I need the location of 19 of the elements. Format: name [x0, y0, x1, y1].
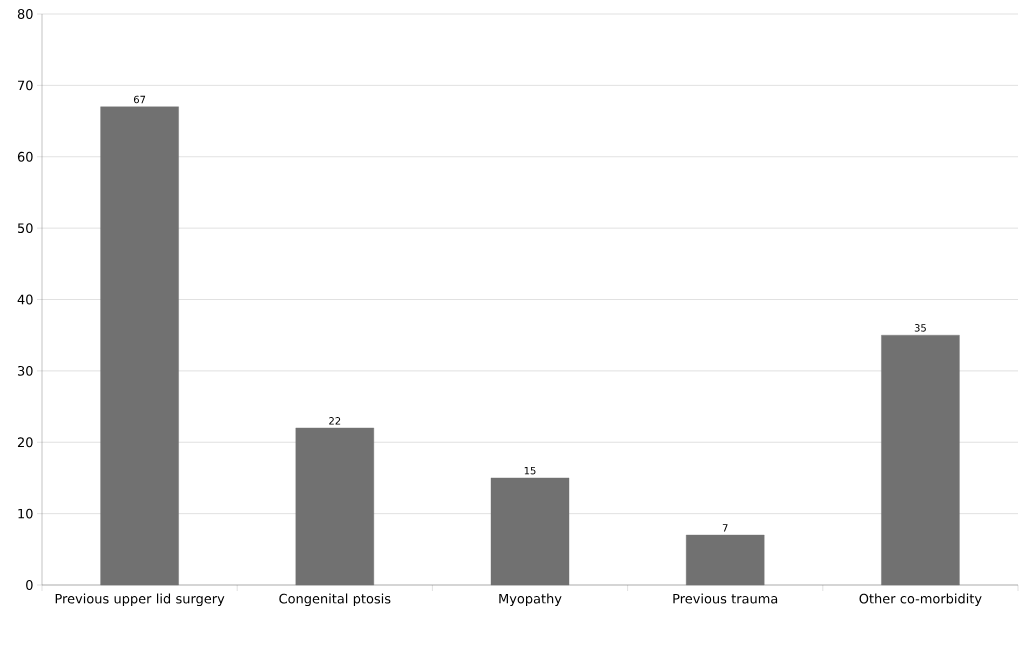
- x-tick-label: Congenital ptosis: [279, 593, 391, 607]
- data-label: 15: [524, 467, 536, 475]
- data-label: 67: [133, 95, 146, 104]
- x-tick-label: Previous trauma: [673, 593, 778, 604]
- y-tick-label: 0: [26, 580, 33, 590]
- y-tick-label: 40: [17, 294, 33, 305]
- data-label: 7: [722, 524, 728, 532]
- y-tick-label: 70: [18, 80, 33, 91]
- data-label: 35: [914, 324, 926, 332]
- y-tick-label: 20: [17, 437, 33, 448]
- y-tick-label: 80: [17, 9, 33, 19]
- data-label: 22: [329, 417, 341, 425]
- y-tick-label: 30: [17, 365, 33, 376]
- y-tick-label: 10: [18, 508, 33, 519]
- x-tick-label: Myopathy: [499, 593, 562, 607]
- x-tick-label: Other co-morbidity: [859, 593, 982, 607]
- y-tick-label: 50: [18, 223, 33, 234]
- x-tick-label: Previous upper lid surgery: [55, 593, 225, 607]
- y-tick-label: 60: [17, 151, 33, 162]
